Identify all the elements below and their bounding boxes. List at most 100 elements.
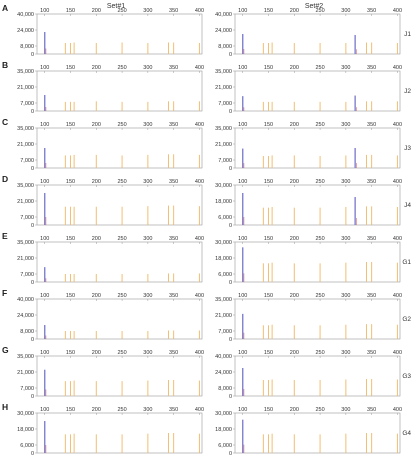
- x-tick-label: 350: [367, 407, 376, 413]
- y-tick-label: 7,000: [20, 215, 34, 221]
- y-tick-label: 0: [31, 223, 34, 229]
- x-tick-label: 400: [195, 8, 204, 14]
- plot-frame: [234, 70, 401, 112]
- x-tick-label: 100: [238, 65, 247, 71]
- y-tick-label: 35,000: [17, 69, 34, 75]
- x-tick-label: 350: [169, 293, 178, 299]
- y-tick-label: 8,000: [218, 386, 232, 392]
- plot-frame: [36, 298, 203, 340]
- y-tick-label: 0: [31, 451, 34, 457]
- x-tick-label: 200: [92, 65, 101, 71]
- x-tick-label: 250: [117, 350, 126, 356]
- y-tick-label: 21,000: [17, 370, 34, 376]
- x-tick-label: 250: [117, 407, 126, 413]
- y-tick-label: 30,000: [215, 411, 232, 417]
- y-tick-label: 21,000: [17, 256, 34, 262]
- plot-frame: [36, 241, 203, 283]
- panel-label: G: [2, 345, 9, 355]
- y-tick-label: 0: [229, 337, 232, 343]
- plot-frame: [234, 241, 401, 283]
- y-tick-label: 24,000: [215, 370, 232, 376]
- x-tick-label: 400: [195, 293, 204, 299]
- plot-frame: [36, 70, 203, 112]
- y-tick-label: 21,000: [215, 313, 232, 319]
- panel-f-set1: F 100 150 200 250 300 350 400 0 8,000 24,000 40,000: [2, 288, 204, 343]
- x-tick-label: 300: [341, 293, 350, 299]
- x-tick-label: 100: [238, 179, 247, 185]
- x-tick-label: 250: [117, 65, 126, 71]
- sample-label: G4: [402, 430, 411, 437]
- x-tick-label: 300: [341, 8, 350, 14]
- x-tick-label: 150: [264, 407, 273, 413]
- x-tick-label: 400: [195, 65, 204, 71]
- y-tick-label: 0: [31, 337, 34, 343]
- panel-c-set1: C 100 150 200 250 300 350 400 0 7,000 21,000 35,000: [2, 117, 204, 172]
- x-tick-label: 150: [66, 407, 75, 413]
- plot-frame: [234, 412, 401, 454]
- y-tick-label: 18,000: [215, 427, 232, 433]
- x-tick-label: 300: [341, 65, 350, 71]
- panel-label: B: [2, 60, 8, 70]
- y-tick-label: 0: [31, 280, 34, 286]
- y-tick-label: 7,000: [20, 158, 34, 164]
- y-tick-label: 24,000: [17, 313, 34, 319]
- x-tick-label: 200: [290, 293, 299, 299]
- x-tick-label: 350: [367, 350, 376, 356]
- x-tick-label: 250: [315, 350, 324, 356]
- x-tick-label: 350: [169, 407, 178, 413]
- x-tick-label: 200: [92, 407, 101, 413]
- x-tick-label: 200: [290, 122, 299, 128]
- panel-e-set2: 100 150 200 250 300 350 400 0 6,000 18,000 30,000 G…: [215, 236, 411, 286]
- plot-frame: [36, 412, 203, 454]
- y-tick-label: 21,000: [17, 85, 34, 91]
- plot-frame: [234, 298, 401, 340]
- x-tick-label: 100: [40, 350, 49, 356]
- x-tick-label: 100: [238, 236, 247, 242]
- y-tick-label: 6,000: [20, 443, 34, 449]
- x-tick-label: 150: [66, 8, 75, 14]
- plot-frame: [234, 184, 401, 226]
- x-tick-label: 350: [169, 8, 178, 14]
- panel-a-set1: A 100 150 200 250 300 350 400 0 8,000 24,000 40,000: [2, 3, 204, 58]
- x-tick-label: 300: [143, 293, 152, 299]
- plot-frame: [36, 184, 203, 226]
- panel-label: A: [2, 3, 8, 13]
- y-tick-label: 0: [229, 394, 232, 400]
- y-tick-label: 7,000: [20, 386, 34, 392]
- y-tick-label: 7,000: [218, 101, 232, 107]
- y-tick-label: 40,000: [215, 12, 232, 18]
- x-tick-label: 150: [264, 179, 273, 185]
- y-tick-label: 8,000: [20, 329, 34, 335]
- x-tick-label: 200: [290, 65, 299, 71]
- x-tick-label: 300: [143, 350, 152, 356]
- x-tick-label: 100: [40, 122, 49, 128]
- y-tick-label: 7,000: [20, 101, 34, 107]
- x-tick-label: 150: [66, 350, 75, 356]
- x-tick-label: 400: [195, 236, 204, 242]
- x-tick-label: 250: [315, 179, 324, 185]
- panel-label: C: [2, 117, 8, 127]
- x-tick-label: 350: [367, 236, 376, 242]
- y-tick-label: 18,000: [215, 199, 232, 205]
- x-tick-label: 150: [264, 350, 273, 356]
- sample-label: G3: [402, 373, 411, 380]
- x-tick-label: 150: [264, 8, 273, 14]
- x-tick-label: 200: [290, 179, 299, 185]
- x-tick-label: 400: [195, 350, 204, 356]
- x-tick-label: 350: [367, 65, 376, 71]
- x-tick-label: 300: [143, 8, 152, 14]
- x-tick-label: 250: [117, 293, 126, 299]
- x-tick-label: 150: [66, 236, 75, 242]
- y-tick-label: 6,000: [218, 272, 232, 278]
- x-tick-label: 350: [169, 236, 178, 242]
- x-tick-label: 400: [393, 407, 402, 413]
- panel-f-set2: 100 150 200 250 300 350 400 0 7,000 21,000 35,000 G…: [215, 293, 411, 343]
- x-tick-label: 250: [117, 236, 126, 242]
- panel-d-set2: 100 150 200 250 300 350 400 0 6,000 18,000 30,000 J…: [215, 179, 411, 229]
- y-tick-label: 35,000: [215, 297, 232, 303]
- x-tick-label: 250: [117, 8, 126, 14]
- panel-e-set1: E 100 150 200 250 300 350 400 0 7,000 21,000 35,000: [2, 231, 204, 286]
- y-tick-label: 7,000: [218, 158, 232, 164]
- x-tick-label: 100: [40, 179, 49, 185]
- panel-label: F: [2, 288, 7, 298]
